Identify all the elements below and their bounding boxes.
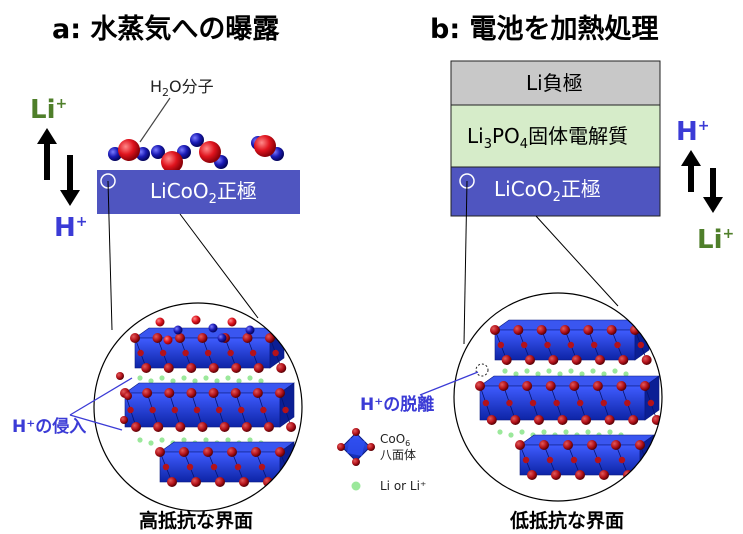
- h2o-molecule-label: H2O分子: [150, 77, 214, 99]
- panel-b-anode-label: Li負極: [526, 71, 583, 95]
- panel-b-li-anode: [450, 60, 661, 106]
- panel-a-h-intrusion-note: H⁺の侵入: [12, 416, 86, 437]
- water-molecules: [108, 133, 284, 173]
- panel-a-caption: 高抵抗な界面: [139, 509, 253, 532]
- panel-b-electrolyte-label: Li3PO4固体電解質: [467, 124, 628, 152]
- panel-b-licoo2-electrode: [450, 166, 661, 217]
- water-molecule: [190, 133, 228, 169]
- panel-b-li-ion-label: Li+: [697, 225, 734, 255]
- panel-b-title: b: 電池を加熱処理: [430, 13, 659, 45]
- panel-b-electrolyte: [450, 104, 661, 168]
- panel-b-exchange-arrows: [681, 150, 723, 213]
- octahedron-legend-label: CoO6: [380, 432, 410, 448]
- water-molecule: [251, 135, 284, 161]
- panel-a-zoom-line-right: [179, 213, 259, 319]
- panel-a-crystal-structure: [116, 315, 297, 487]
- water-molecule: [151, 145, 191, 173]
- legend: CoO6 八面体 Li or Li⁺: [337, 428, 426, 493]
- panel-b-caption: 低抵抗な界面: [509, 509, 624, 532]
- panel-a-note-pointer: [69, 377, 133, 416]
- panel-a-h-ion-label: H+: [54, 213, 88, 243]
- panel-a-title: a: 水蒸気への曝露: [52, 13, 280, 45]
- panel-b-crystal-structure: [475, 319, 662, 480]
- panel-b-h-removal-note: H⁺の脱離: [360, 394, 434, 415]
- molecule-pointer-line: [139, 97, 171, 143]
- panel-a-zoom-circle: [93, 302, 303, 512]
- water-molecule: [108, 139, 150, 161]
- panel-b-electrode-label: LiCoO2正極: [494, 177, 601, 205]
- panel-a-note-pointer: [69, 414, 123, 431]
- panel-b-vacancy-marker: [475, 363, 489, 377]
- panel-b-h-ion-label: H+: [676, 117, 710, 147]
- panel-b-zoom-line-right: [535, 215, 619, 307]
- panel-a-licoo2-electrode: [97, 170, 300, 214]
- panel-b-note-pointer: [419, 371, 479, 396]
- panel-a-exchange-arrows: [37, 128, 80, 206]
- panel-a-li-ion-label: Li+: [30, 95, 67, 125]
- panel-a-electrode-label: LiCoO2正極: [150, 179, 257, 207]
- octahedron-legend-label-line2: 八面体: [380, 448, 416, 462]
- panel-b-zoom-line-left: [463, 180, 468, 345]
- octahedron-legend-icon: [337, 428, 375, 466]
- li-legend-dot: [351, 481, 361, 491]
- panel-a-zoom-line-left: [107, 180, 113, 331]
- panel-b-zoom-circle: [453, 292, 663, 502]
- li-legend-label: Li or Li⁺: [380, 479, 426, 493]
